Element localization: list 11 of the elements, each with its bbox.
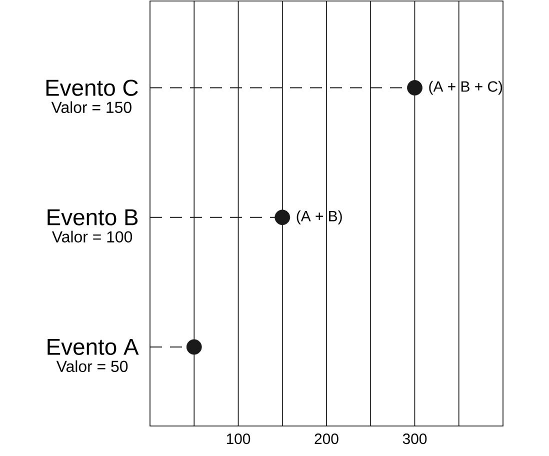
- x-tick-label: 300: [402, 434, 427, 444]
- y-tick-label: Evento A: [48, 338, 139, 355]
- text: Valor = 100: [52, 230, 132, 242]
- y-tick-label: Evento C: [46, 80, 138, 96]
- text: Valor = 150: [51, 101, 132, 114]
- x-tick-label: 100: [226, 434, 250, 444]
- y-tick-label: Evento B: [48, 209, 138, 226]
- data-label: (A + B + C): [429, 80, 502, 95]
- text: Valor = 50: [56, 360, 128, 372]
- data-label: (A + B): [296, 210, 342, 224]
- x-tick-label: 200: [314, 434, 338, 444]
